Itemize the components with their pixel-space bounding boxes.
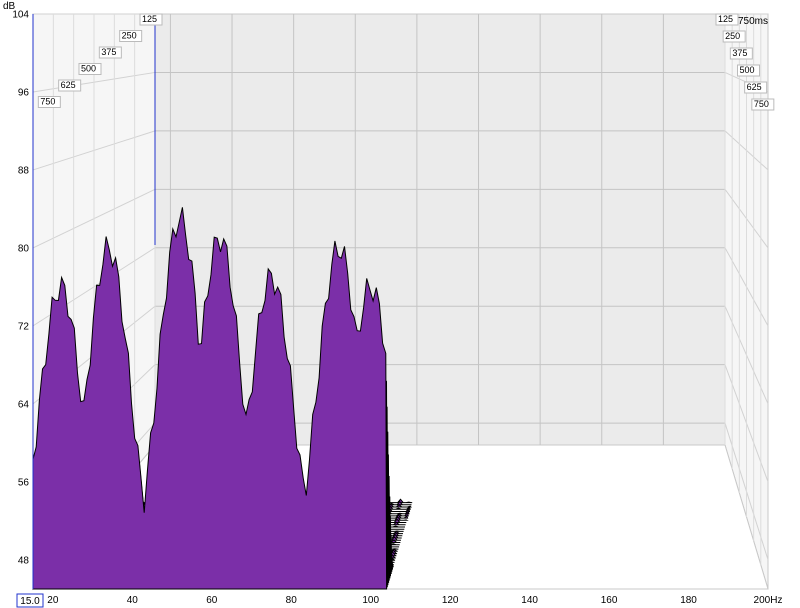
time-label-right: 750	[754, 99, 769, 109]
y-tick-label: 48	[18, 555, 30, 566]
x-tick-label: 160	[601, 595, 618, 606]
x-tick-label: 200Hz	[754, 595, 783, 606]
waterfall-slices	[32, 207, 413, 590]
chart-axes	[32, 14, 156, 589]
time-label-box	[729, 47, 753, 60]
time-label-box	[139, 13, 163, 26]
x-tick-label: 60	[206, 595, 218, 606]
time-label-box	[98, 46, 122, 59]
time-label-left: 750	[40, 97, 55, 107]
chart-grid	[32, 13, 769, 565]
time-label-box	[751, 98, 775, 111]
time-label-left: 625	[61, 80, 76, 90]
time-label-box	[722, 30, 746, 43]
time-label-left: 500	[81, 64, 96, 74]
time-label-right: 125	[718, 14, 733, 24]
chart-labels: 104 96 88 80 72 64 56 48 dB 20 40 60 80 100 120 140 160 1…	[3, 1, 783, 608]
y-tick-label: 64	[18, 399, 30, 410]
waterfall-slice	[32, 207, 388, 590]
x-tick-label: 180	[680, 595, 697, 606]
back-wall	[154, 13, 726, 446]
y-tick-label: 80	[18, 243, 30, 254]
time-label-left: 125	[142, 14, 157, 24]
time-label-left: 250	[122, 31, 137, 41]
time-label-right: 625	[747, 82, 762, 92]
time-label-box	[715, 13, 739, 26]
y-tick-label: 88	[18, 165, 30, 176]
y-tick-label: 72	[18, 321, 30, 332]
time-label-box	[744, 81, 768, 94]
x-min-readout: 15.0	[20, 596, 40, 607]
y-tick-label: 56	[18, 477, 30, 488]
x-tick-label: 20	[47, 595, 59, 606]
time-label-box	[119, 30, 143, 42]
y-tick-label: 96	[18, 87, 30, 98]
x-tick-label: 120	[442, 595, 459, 606]
y-axis-unit: dB	[3, 1, 16, 12]
x-tick-label: 100	[362, 595, 379, 606]
y-tick-label: 104	[12, 10, 29, 21]
time-label-box	[78, 63, 102, 75]
time-label-right: 375	[732, 48, 747, 58]
time-label-left: 375	[101, 47, 116, 57]
x-tick-label: 140	[521, 595, 538, 606]
time-unit-label: 750ms	[738, 16, 768, 27]
time-label-box	[58, 79, 82, 92]
x-tick-label: 40	[127, 595, 139, 606]
x-tick-label: 80	[286, 595, 298, 606]
time-label-right: 250	[725, 31, 740, 41]
time-label-right: 500	[740, 65, 755, 75]
time-label-box	[37, 96, 61, 108]
time-label-box	[737, 64, 760, 77]
x-min-readout-box	[16, 593, 44, 608]
